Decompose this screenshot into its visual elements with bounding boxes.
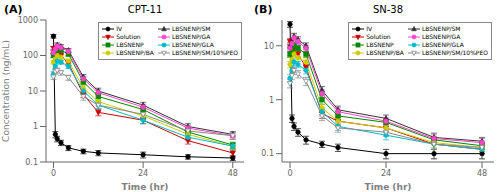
html-text:LBSNENP: LBSNENP — [366, 41, 394, 48]
html-text:LBSNENP/SM: LBSNENP/SM — [172, 25, 211, 32]
svg-text:0.1: 0.1 — [25, 158, 38, 167]
html-text:LBSNENP/SM/10%PEO: LBSNENP/SM/10%PEO — [422, 49, 488, 56]
html-text:(A): (A) — [4, 3, 23, 16]
html-text:LBSNENP/SM/10%PEO: LBSNENP/SM/10%PEO — [172, 49, 238, 56]
svg-text:1: 1 — [269, 96, 274, 105]
svg-text:10: 10 — [28, 87, 38, 96]
svg-text:0: 0 — [51, 169, 56, 178]
html-text:LBSNENP/GA: LBSNENP/GA — [422, 33, 461, 40]
svg-text:24: 24 — [381, 169, 391, 178]
html-text:LBSNENP/GLA: LBSNENP/GLA — [172, 41, 214, 48]
html-text:LBSNENP: LBSNENP — [116, 41, 144, 48]
html-text:Solution: Solution — [116, 33, 141, 40]
svg-text:10: 10 — [264, 42, 274, 51]
html-text:IV: IV — [366, 25, 372, 32]
svg-text:0: 0 — [287, 169, 292, 178]
html-text:SN-38: SN-38 — [372, 4, 404, 15]
svg-text:Time (hr): Time (hr) — [365, 182, 412, 192]
svg-text:1: 1 — [33, 122, 38, 131]
html-text:LBSNENP/GLA: LBSNENP/GLA — [422, 41, 464, 48]
html-text:CPT-11: CPT-11 — [127, 4, 163, 15]
svg-text:48: 48 — [228, 169, 238, 178]
html-text:LBSNENP/GA: LBSNENP/GA — [172, 33, 211, 40]
html-text:LBSNENP/SM: LBSNENP/SM — [422, 25, 461, 32]
html-text:Solution: Solution — [366, 33, 391, 40]
svg-text:24: 24 — [138, 169, 148, 178]
html-text:LBSNENP/BA: LBSNENP/BA — [116, 49, 154, 56]
html-text:IV: IV — [116, 25, 122, 32]
svg-text:100: 100 — [23, 51, 38, 60]
svg-text:Concentration (ng/mL): Concentration (ng/mL) — [8, 40, 11, 142]
svg-text:Time (hr): Time (hr) — [122, 182, 169, 192]
svg-text:0.1: 0.1 — [261, 149, 274, 158]
html-text:(B): (B) — [254, 3, 273, 16]
svg-text:48: 48 — [477, 169, 487, 178]
svg-text:1000: 1000 — [18, 16, 38, 25]
html-text:LBSNENP/BA: LBSNENP/BA — [366, 49, 404, 56]
